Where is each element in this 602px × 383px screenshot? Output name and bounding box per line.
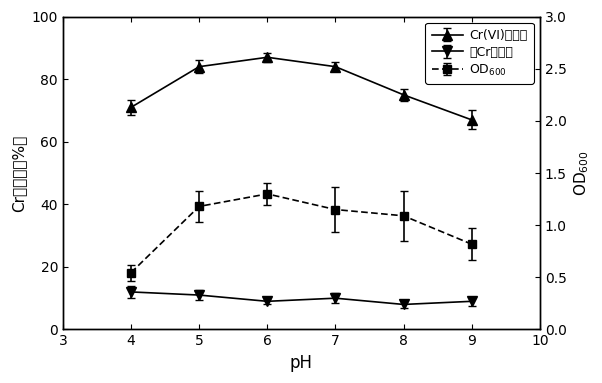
Y-axis label: Cr去除率（%）: Cr去除率（%） [11,134,26,212]
Y-axis label: OD$_{600}$: OD$_{600}$ [572,150,591,196]
X-axis label: pH: pH [290,354,313,372]
Legend: Cr(VI)去除率, 总Cr去除率, OD$_{600}$: Cr(VI)去除率, 总Cr去除率, OD$_{600}$ [425,23,533,84]
